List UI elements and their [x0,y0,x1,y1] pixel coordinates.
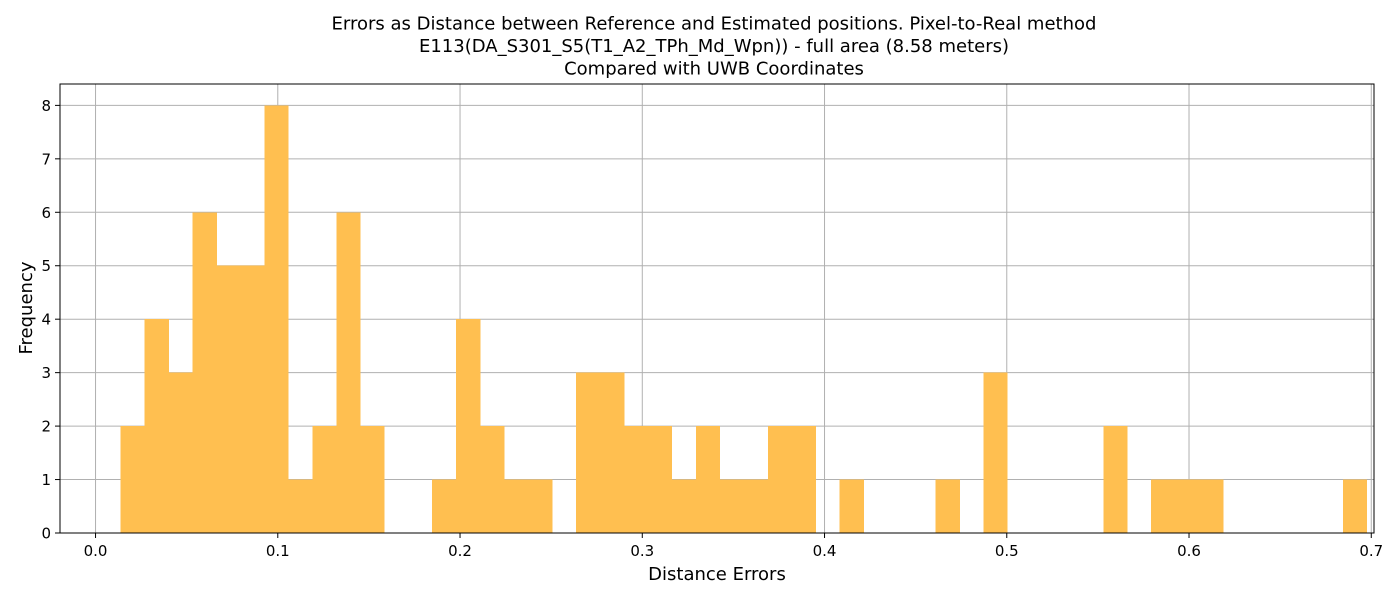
x-tick-label: 0.6 [1177,542,1201,560]
y-tick-label: 2 [41,418,51,436]
histogram-bar [264,105,289,533]
y-tick-label: 0 [41,525,51,543]
histogram-bar [839,479,864,533]
histogram-bar [671,479,697,533]
histogram-bar [599,372,625,533]
histogram-bar [312,426,337,533]
histogram-bar [336,212,361,534]
histogram-bar [192,212,217,534]
histogram-bar [767,426,793,533]
histogram-bar [623,426,649,533]
histogram-bar [647,426,673,533]
x-tick-label: 0.2 [448,542,472,560]
histogram-bar [1199,479,1224,533]
histogram-bar [120,426,145,533]
y-tick-label: 4 [41,311,51,329]
x-tick-label: 0.5 [995,542,1019,560]
y-tick-label: 8 [41,97,51,115]
histogram-bar [983,372,1008,533]
histogram-bar [240,265,265,533]
histogram-bar [480,426,505,533]
histogram-bar [719,479,745,533]
histogram-bar [1175,479,1200,533]
histogram-bars [120,105,1368,534]
histogram-bar [935,479,960,533]
y-tick-label: 7 [41,150,51,168]
histogram-bar [695,426,721,533]
x-axis-label: Distance Errors [648,564,786,585]
histogram-bar [456,319,481,533]
plot-frame [59,83,1375,534]
chart-title-line-1: Errors as Distance between Reference and… [332,14,1097,35]
y-tick-label: 1 [41,471,51,489]
x-tick-label: 0.4 [813,542,837,560]
histogram-bar [1342,479,1368,533]
histogram-bar [576,372,601,533]
histogram-bar [1151,479,1176,533]
histogram-bar [144,319,169,533]
y-tick-label: 5 [41,257,51,275]
x-tick-label: 0.3 [630,542,654,560]
chart-title-line-3: Compared with UWB Coordinates [564,59,864,80]
histogram-bar [432,479,457,533]
histogram-bar [1103,426,1128,533]
histogram-bar [791,426,816,533]
histogram-bar [288,479,313,533]
y-tick-label: 6 [41,204,51,222]
histogram-bar [360,426,385,533]
histogram-bar [216,265,241,533]
histogram-bar [528,479,553,533]
y-tick-label: 3 [41,364,51,382]
axis-ticks: 0.0 0.1 0.2 0.3 0.4 0.5 0.6 0.7 0 1 2 3 4 5 6 7 8 [41,97,1383,560]
histogram-bar [743,479,769,533]
x-tick-label: 0.1 [266,542,290,560]
histogram-bar [504,479,529,533]
x-tick-label: 0.0 [84,542,108,560]
y-axis-label: Frequency [16,261,37,354]
histogram-bar [168,372,193,533]
x-tick-label: 0.7 [1359,542,1383,560]
chart-title-line-2: E113(DA_S301_S5(T1_A2_TPh_Md_Wpn)) - ful… [419,36,1009,57]
